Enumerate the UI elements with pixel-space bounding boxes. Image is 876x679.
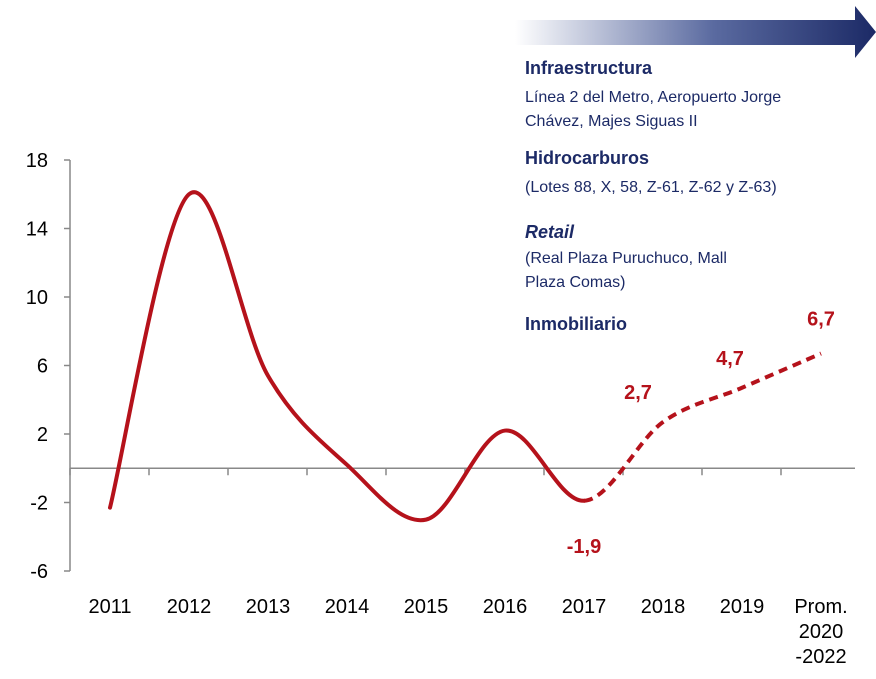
x-tick-label: 2017 [562, 596, 607, 618]
data-label: 4,7 [716, 348, 744, 370]
y-tick-label: 2 [37, 424, 48, 446]
annotation-text: Línea 2 del Metro, Aeropuerto Jorge [525, 89, 781, 106]
annotation-title: Infraestructura [525, 58, 653, 78]
y-tick-label: 18 [26, 150, 48, 172]
y-tick-label: -6 [30, 561, 48, 583]
y-tick-label: -2 [30, 493, 48, 515]
annotation-title: Retail [525, 222, 575, 242]
annotation-title: Inmobiliario [525, 314, 627, 334]
y-tick-label: 14 [26, 219, 48, 241]
x-tick-label: 2014 [325, 596, 370, 618]
annotation-title: Hidrocarburos [525, 148, 649, 168]
x-tick-label: 2016 [483, 596, 528, 618]
data-label: 2,7 [624, 382, 652, 404]
annotation-text: (Real Plaza Puruchuco, Mall [525, 250, 727, 267]
arrow [515, 6, 876, 58]
x-tick-label: 2013 [246, 596, 291, 618]
x-tick-label: 2019 [720, 596, 765, 618]
x-tick-label: Prom. 2020 -2022 [794, 596, 847, 668]
line-forecast [583, 351, 822, 503]
y-tick-label: 10 [26, 287, 48, 309]
annotation-text: Plaza Comas) [525, 274, 625, 291]
x-tick-label: 2012 [167, 596, 212, 618]
x-tick-label: 2011 [88, 596, 131, 618]
annotation-text: (Lotes 88, X, 58, Z-61, Z-62 y Z-63) [525, 179, 777, 196]
y-tick-label: 6 [37, 356, 48, 378]
x-tick-label: 2015 [404, 596, 449, 618]
annotation-text: Chávez, Majes Siguas II [525, 113, 698, 130]
line-actual [108, 190, 586, 523]
data-label: 6,7 [807, 309, 835, 331]
x-tick-label: 2018 [641, 596, 686, 618]
data-label: -1,9 [567, 536, 601, 558]
